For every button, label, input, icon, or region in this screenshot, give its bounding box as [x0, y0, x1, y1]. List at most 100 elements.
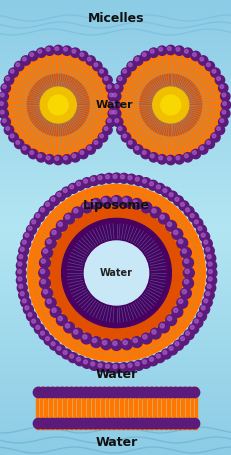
Circle shape	[134, 57, 138, 61]
Circle shape	[165, 387, 175, 398]
Circle shape	[160, 387, 171, 398]
Circle shape	[18, 262, 22, 266]
Circle shape	[22, 146, 26, 150]
Circle shape	[135, 177, 139, 181]
Circle shape	[179, 418, 189, 429]
Circle shape	[155, 387, 166, 398]
Circle shape	[30, 53, 33, 56]
Circle shape	[39, 330, 49, 339]
Text: Water: Water	[95, 436, 137, 450]
Circle shape	[161, 349, 170, 359]
Circle shape	[196, 225, 206, 235]
Text: Micelles: Micelles	[87, 11, 144, 25]
Circle shape	[119, 173, 128, 183]
Circle shape	[192, 53, 195, 56]
Circle shape	[108, 109, 117, 118]
Circle shape	[1, 117, 10, 126]
Circle shape	[140, 359, 150, 368]
Circle shape	[45, 298, 56, 308]
Circle shape	[121, 197, 132, 207]
Circle shape	[9, 133, 18, 142]
Circle shape	[204, 139, 214, 149]
Circle shape	[121, 68, 130, 77]
Circle shape	[90, 418, 100, 429]
Circle shape	[121, 339, 132, 349]
Circle shape	[132, 418, 142, 429]
Circle shape	[47, 418, 58, 429]
Circle shape	[111, 196, 122, 207]
Circle shape	[55, 191, 65, 201]
Circle shape	[6, 126, 9, 131]
Circle shape	[184, 154, 188, 158]
Bar	[36, 387, 196, 429]
Circle shape	[156, 354, 160, 358]
Circle shape	[142, 179, 146, 183]
Circle shape	[198, 145, 207, 154]
Circle shape	[211, 134, 215, 138]
Circle shape	[19, 290, 29, 300]
Circle shape	[205, 283, 215, 293]
Circle shape	[142, 204, 146, 208]
Circle shape	[192, 318, 202, 328]
Circle shape	[76, 418, 86, 429]
Circle shape	[30, 151, 33, 155]
Circle shape	[140, 202, 151, 213]
Circle shape	[184, 418, 194, 429]
Circle shape	[42, 248, 52, 258]
Circle shape	[149, 182, 153, 186]
Circle shape	[149, 328, 160, 339]
Circle shape	[210, 68, 219, 77]
Circle shape	[89, 176, 99, 186]
Circle shape	[206, 141, 209, 144]
Circle shape	[44, 201, 54, 211]
Circle shape	[71, 418, 81, 429]
Circle shape	[174, 46, 183, 56]
Circle shape	[68, 183, 78, 193]
Circle shape	[61, 387, 72, 398]
Circle shape	[154, 353, 164, 363]
Circle shape	[206, 255, 210, 258]
Circle shape	[10, 134, 14, 138]
Circle shape	[110, 100, 120, 110]
Circle shape	[92, 339, 96, 343]
Circle shape	[96, 362, 106, 372]
Circle shape	[0, 100, 8, 110]
Circle shape	[10, 70, 14, 73]
Circle shape	[4, 76, 14, 85]
Circle shape	[46, 47, 50, 51]
Circle shape	[171, 229, 182, 239]
Circle shape	[34, 324, 44, 334]
Circle shape	[210, 133, 219, 142]
Circle shape	[94, 387, 105, 398]
Circle shape	[185, 208, 189, 212]
Circle shape	[48, 95, 68, 115]
Circle shape	[68, 353, 78, 363]
Circle shape	[219, 119, 223, 122]
Circle shape	[16, 268, 26, 278]
Circle shape	[173, 308, 177, 313]
Circle shape	[214, 76, 224, 85]
Circle shape	[78, 51, 88, 61]
Circle shape	[111, 173, 121, 183]
Circle shape	[180, 288, 191, 298]
Circle shape	[165, 46, 175, 55]
Circle shape	[110, 102, 113, 106]
Circle shape	[52, 387, 62, 398]
Circle shape	[194, 319, 198, 323]
Circle shape	[76, 357, 80, 361]
Circle shape	[19, 255, 23, 258]
Circle shape	[36, 48, 46, 57]
Circle shape	[201, 298, 211, 307]
Circle shape	[178, 299, 182, 303]
Circle shape	[206, 268, 216, 278]
Circle shape	[137, 387, 147, 398]
Circle shape	[72, 154, 76, 158]
Circle shape	[21, 145, 30, 154]
Circle shape	[197, 227, 201, 230]
Circle shape	[73, 209, 78, 213]
Circle shape	[62, 155, 71, 164]
Circle shape	[100, 339, 111, 349]
Circle shape	[148, 48, 158, 57]
Circle shape	[90, 337, 101, 348]
Circle shape	[173, 340, 183, 350]
